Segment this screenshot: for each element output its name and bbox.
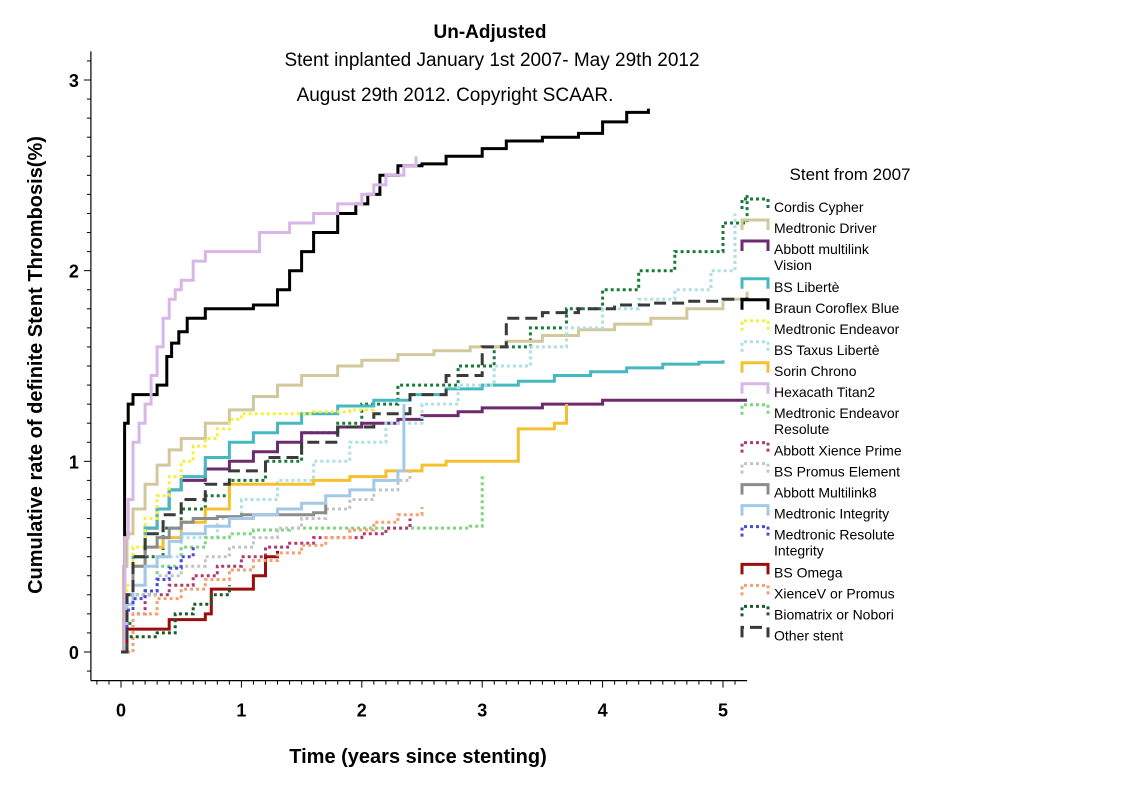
legend-label-18: Other stent xyxy=(774,627,843,643)
legend-swatch-2 xyxy=(740,239,770,251)
legend-label-5: Medtronic Endeavor xyxy=(774,321,900,337)
legend-swatch-9 xyxy=(740,403,770,415)
legend-label-15: BS Omega xyxy=(774,564,843,580)
series-line-13 xyxy=(121,404,406,654)
legend-swatch-3 xyxy=(740,277,770,289)
series-line-14 xyxy=(121,547,195,654)
x-tick-label: 4 xyxy=(598,701,608,721)
series-line-4 xyxy=(121,108,650,654)
legend-label-9: Medtronic Endeavor xyxy=(774,405,900,421)
legend-label-2-cont: Vision xyxy=(774,257,812,273)
x-tick-label: 3 xyxy=(477,701,487,721)
legend-label-2: Abbott multilink xyxy=(774,241,870,257)
legend-label-13: Medtronic Integrity xyxy=(774,506,889,522)
y-tick-label: 1 xyxy=(69,452,79,472)
legend-swatch-10 xyxy=(740,441,770,453)
chart-subtitle-line-2: August 29th 2012. Copyright SCAAR. xyxy=(297,85,614,106)
x-tick-label: 2 xyxy=(357,701,367,721)
y-tick-label: 3 xyxy=(69,71,79,91)
legend-title: Stent from 2007 xyxy=(790,165,911,184)
legend-swatch-4 xyxy=(740,298,770,310)
x-axis-label: Time (years since stenting) xyxy=(289,746,547,768)
series-line-5 xyxy=(121,407,376,654)
legend-label-17: Biomatrix or Nobori xyxy=(774,606,894,622)
legend: Cordis Cypher Medtronic Driver Abbott mult… xyxy=(740,197,902,643)
legend-label-16: XienceV or Promus xyxy=(774,585,895,601)
legend-swatch-5 xyxy=(740,319,770,331)
series-line-16 xyxy=(121,507,424,654)
series-line-11 xyxy=(121,470,412,654)
legend-label-3: BS Libertè xyxy=(774,279,840,295)
legend-swatch-16 xyxy=(740,583,770,596)
chart-subtitle-line-1: Stent inplanted January 1st 2007- May 29… xyxy=(284,50,699,71)
series-line-15 xyxy=(121,550,279,654)
legend-label-11: BS Promus Element xyxy=(774,464,900,480)
chart-title: Un-Adjusted xyxy=(434,22,547,43)
legend-swatch-18 xyxy=(740,625,770,638)
legend-swatch-17 xyxy=(740,604,770,617)
legend-label-0: Cordis Cypher xyxy=(774,199,864,215)
legend-label-8: Hexacath Titan2 xyxy=(774,384,875,400)
x-tick-label: 0 xyxy=(116,701,126,721)
legend-swatch-14 xyxy=(740,525,770,537)
legend-swatch-8 xyxy=(740,382,770,394)
series-line-8 xyxy=(121,156,418,654)
legend-label-10: Abbott Xience Prime xyxy=(774,443,902,459)
legend-label-4: Braun Coroflex Blue xyxy=(774,300,900,316)
plot-lines xyxy=(121,108,749,654)
y-tick-label: 0 xyxy=(69,643,79,663)
legend-swatch-6 xyxy=(740,340,770,352)
y-axis-label: Cumulative rate of definite Stent Thromb… xyxy=(25,136,47,594)
legend-label-6: BS Taxus Libertè xyxy=(774,342,880,358)
legend-swatch-12 xyxy=(740,483,770,495)
series-line-3 xyxy=(121,360,725,654)
x-tick-label: 5 xyxy=(718,701,728,721)
legend-swatch-7 xyxy=(740,361,770,373)
axes: 0 1 2 3 4 5 0 1 2 3 xyxy=(69,51,748,721)
legend-swatch-13 xyxy=(740,504,770,516)
legend-label-14-cont: Integrity xyxy=(774,543,824,559)
series-line-17 xyxy=(121,585,231,654)
legend-swatch-15 xyxy=(740,562,770,575)
y-tick-label: 2 xyxy=(69,262,79,282)
x-tick-label: 1 xyxy=(236,701,246,721)
legend-label-7: Sorin Chrono xyxy=(774,363,857,379)
legend-label-14: Medtronic Resolute xyxy=(774,527,895,543)
series-line-18 xyxy=(121,297,749,654)
legend-swatch-11 xyxy=(740,462,770,474)
series-line-6 xyxy=(121,213,737,654)
legend-swatch-1 xyxy=(740,218,770,230)
legend-label-9-cont: Resolute xyxy=(774,421,829,437)
series-line-1 xyxy=(121,291,749,654)
legend-label-12: Abbott Multilink8 xyxy=(774,485,877,501)
legend-label-1: Medtronic Driver xyxy=(774,220,877,236)
